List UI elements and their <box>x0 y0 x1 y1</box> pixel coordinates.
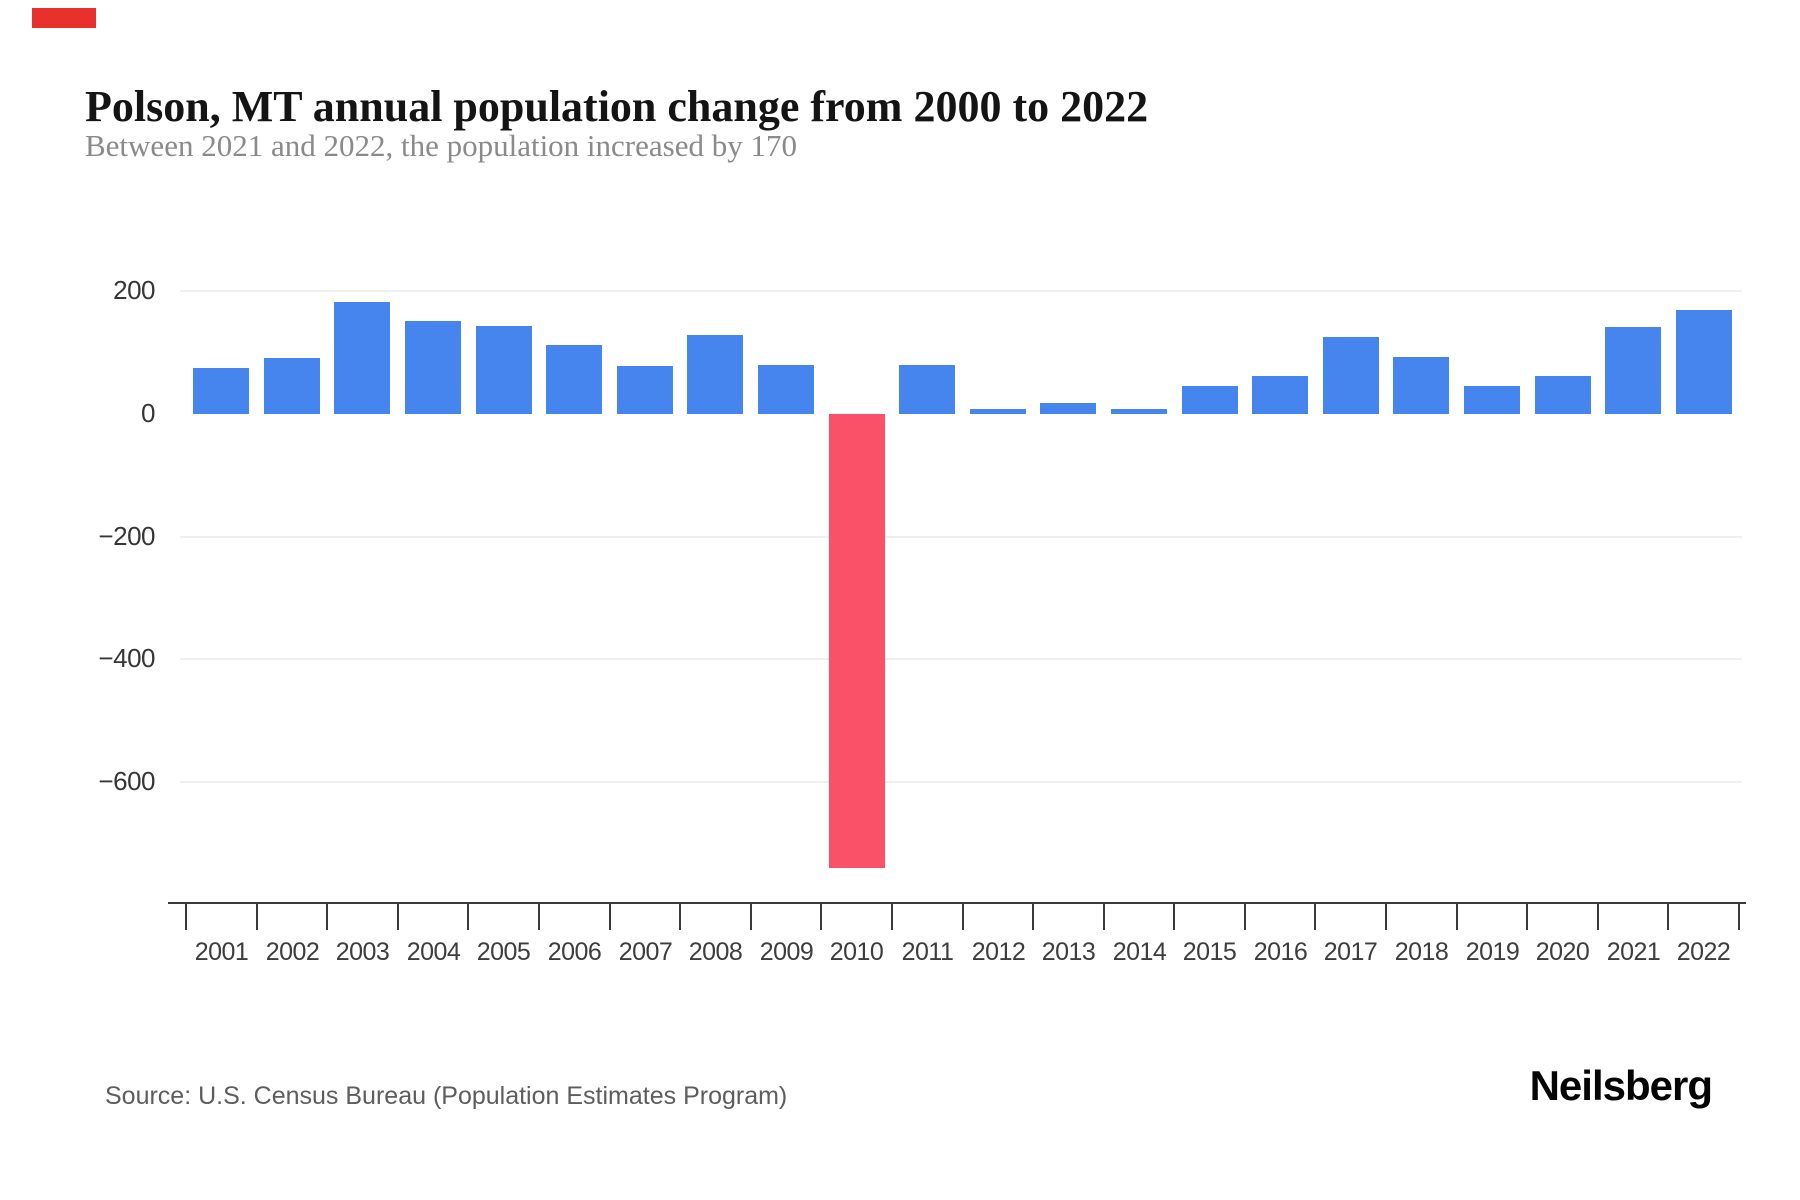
x-axis-year-label: 2003 <box>335 938 390 966</box>
x-axis-tick <box>1244 904 1246 930</box>
x-axis-tick <box>1456 904 1458 930</box>
x-axis-year-label: 2002 <box>265 938 320 966</box>
bar-2011 <box>899 365 955 414</box>
x-axis-tick <box>1526 904 1528 930</box>
x-axis-tick <box>962 904 964 930</box>
bar-2005 <box>476 326 532 414</box>
x-axis-year-label: 2013 <box>1041 938 1096 966</box>
x-axis-year-label: 2009 <box>759 938 814 966</box>
x-axis-tick <box>397 904 399 930</box>
x-axis-tick <box>1103 904 1105 930</box>
x-axis-tick <box>1597 904 1599 930</box>
x-axis-year-label: 2019 <box>1465 938 1520 966</box>
y-axis-tick-label: 200 <box>113 275 155 306</box>
x-axis-tick <box>820 904 822 930</box>
x-axis-year-label: 2015 <box>1182 938 1237 966</box>
x-axis-tick <box>1738 904 1740 930</box>
x-axis-year-label: 2021 <box>1606 938 1661 966</box>
x-axis-tick <box>1173 904 1175 930</box>
x-axis-tick <box>1667 904 1669 930</box>
bar-2017 <box>1323 337 1379 414</box>
x-axis-tick <box>609 904 611 930</box>
gridline <box>180 535 1742 538</box>
x-axis-tick <box>750 904 752 930</box>
x-axis-year-label: 2001 <box>194 938 249 966</box>
x-axis-year-label: 2008 <box>688 938 743 966</box>
x-axis-tick <box>1314 904 1316 930</box>
x-axis-tick <box>891 904 893 930</box>
bar-2022 <box>1676 310 1732 414</box>
bar-2012 <box>970 409 1026 414</box>
gridline <box>180 658 1742 661</box>
neilsberg-logo: Neilsberg <box>1529 1062 1713 1109</box>
bar-2020 <box>1535 376 1591 414</box>
x-axis-tick <box>256 904 258 930</box>
bar-2010 <box>829 414 885 868</box>
bar-2018 <box>1393 357 1449 414</box>
gridline <box>180 290 1742 293</box>
top-left-red-marker <box>32 8 96 28</box>
bar-2015 <box>1182 386 1238 414</box>
bar-2004 <box>405 321 461 414</box>
x-axis-tick <box>326 904 328 930</box>
bar-2016 <box>1252 376 1308 414</box>
x-axis-year-label: 2004 <box>406 938 461 966</box>
x-axis-year-label: 2022 <box>1676 938 1731 966</box>
bar-2013 <box>1040 403 1096 414</box>
chart-subtitle: Between 2021 and 2022, the population in… <box>85 128 797 163</box>
x-axis-year-label: 2007 <box>618 938 673 966</box>
x-axis-line <box>168 902 1746 904</box>
x-axis-year-label: 2011 <box>901 938 954 966</box>
x-axis-year-label: 2005 <box>476 938 531 966</box>
gridline <box>180 781 1742 784</box>
x-axis-tick <box>538 904 540 930</box>
x-axis-tick <box>679 904 681 930</box>
y-axis-tick-label: −200 <box>98 520 155 551</box>
x-axis-year-label: 2006 <box>547 938 602 966</box>
source-note: Source: U.S. Census Bureau (Population E… <box>105 1082 788 1110</box>
chart-title: Polson, MT annual population change from… <box>85 82 1149 132</box>
x-axis-year-label: 2018 <box>1394 938 1449 966</box>
x-axis-tick <box>185 904 187 930</box>
x-axis-year-label: 2020 <box>1535 938 1590 966</box>
bar-2019 <box>1464 386 1520 414</box>
x-axis-year-label: 2014 <box>1112 938 1167 966</box>
x-axis-tick <box>467 904 469 930</box>
bar-2008 <box>687 335 743 414</box>
bar-2021 <box>1605 327 1661 414</box>
y-axis-tick-label: 0 <box>141 398 155 428</box>
bar-2009 <box>758 365 814 414</box>
x-axis-year-label: 2017 <box>1323 938 1378 966</box>
x-axis-tick <box>1385 904 1387 930</box>
y-axis-tick-label: −600 <box>98 766 155 797</box>
y-axis-tick-label: −400 <box>98 643 155 674</box>
x-axis-year-label: 2010 <box>829 938 884 966</box>
bar-2006 <box>546 345 602 414</box>
bar-2014 <box>1111 409 1167 414</box>
x-axis-year-label: 2016 <box>1253 938 1308 966</box>
bar-2007 <box>617 366 673 414</box>
x-axis-tick <box>1032 904 1034 930</box>
bar-2003 <box>334 302 390 414</box>
bar-2001 <box>193 368 249 414</box>
x-axis-year-label: 2012 <box>971 938 1026 966</box>
bar-2002 <box>264 358 320 414</box>
